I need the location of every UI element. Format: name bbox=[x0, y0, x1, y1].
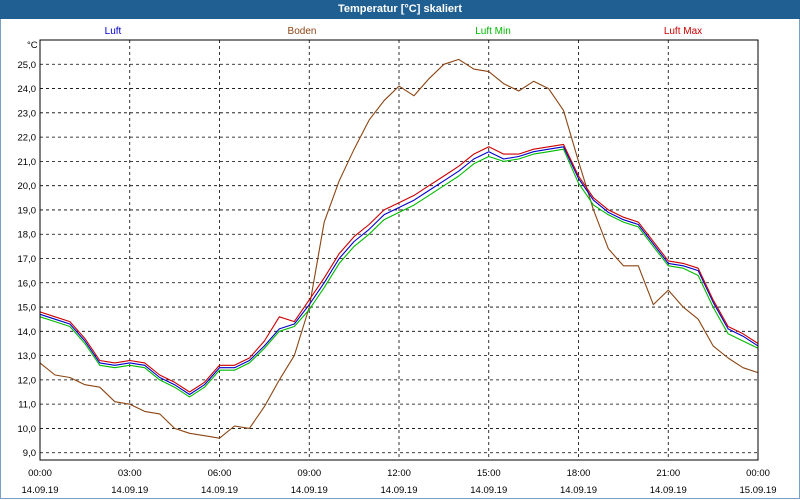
y-tick-label: 10,0 bbox=[18, 424, 37, 435]
y-tick-label: 9,0 bbox=[23, 448, 36, 459]
x-tick-date: 14.09.19 bbox=[470, 485, 507, 496]
grid bbox=[40, 40, 758, 460]
y-tick-label: 11,0 bbox=[18, 400, 36, 411]
x-tick-date: 14.09.19 bbox=[111, 485, 148, 496]
x-tick-date: 14.09.19 bbox=[201, 485, 238, 496]
legend-entry: Luft bbox=[105, 26, 122, 37]
y-tick-label: 20,0 bbox=[18, 181, 37, 192]
x-tick-time: 18:00 bbox=[567, 468, 591, 479]
y-tick-label: 22,0 bbox=[18, 133, 37, 144]
x-tick-date: 14.09.19 bbox=[22, 485, 59, 496]
x-tick-time: 12:00 bbox=[387, 468, 411, 479]
series-line-luft bbox=[39, 146, 759, 396]
x-tick-time: 00:00 bbox=[28, 468, 52, 479]
y-axis-unit: °C bbox=[27, 40, 38, 51]
y-tick-label: 17,0 bbox=[18, 254, 37, 265]
y-tick-label: 21,0 bbox=[18, 157, 37, 168]
y-tick-label: 24,0 bbox=[18, 84, 37, 95]
y-tick-label: 13,0 bbox=[18, 351, 37, 362]
x-tick-date: 14.09.19 bbox=[291, 485, 328, 496]
series-lines bbox=[39, 58, 759, 439]
x-tick-time: 06:00 bbox=[208, 468, 232, 479]
y-tick-label: 18,0 bbox=[18, 230, 37, 241]
series-line-boden bbox=[39, 58, 759, 439]
x-tick-date: 14.09.19 bbox=[650, 485, 687, 496]
plot-frame bbox=[39, 39, 759, 461]
x-tick-time: 15:00 bbox=[477, 468, 501, 479]
x-tick-time: 00:00 bbox=[746, 468, 770, 479]
x-tick-date: 14.09.19 bbox=[381, 485, 418, 496]
legend-entry: Boden bbox=[288, 26, 317, 37]
y-axis-ticks: 9,0 10,0 11,0 12,0 13,0 14,0 15,0 16,0 17,0 18,0 1… bbox=[18, 60, 37, 459]
series-line-luft-min bbox=[39, 148, 759, 398]
x-tick-time: 09:00 bbox=[297, 468, 321, 479]
window-title: Temperatur [°C] skaliert bbox=[0, 0, 800, 19]
y-tick-label: 14,0 bbox=[18, 327, 37, 338]
x-axis-ticks: 00:00 14.09.19 03:00 14.09.19 06:00 14.09.19 0… bbox=[22, 468, 777, 496]
x-tick-time: 03:00 bbox=[118, 468, 142, 479]
x-tick-date: 14.09.19 bbox=[560, 485, 597, 496]
legend: Luft Boden Luft Min Luft Max bbox=[105, 26, 703, 37]
y-tick-label: 15,0 bbox=[18, 303, 37, 314]
y-tick-label: 23,0 bbox=[18, 108, 37, 119]
x-tick-time: 21:00 bbox=[656, 468, 680, 479]
y-tick-label: 16,0 bbox=[18, 278, 37, 289]
x-tick-date: 15.09.19 bbox=[740, 485, 777, 496]
y-tick-label: 12,0 bbox=[18, 375, 37, 386]
series-line-luft-max bbox=[39, 143, 759, 393]
y-tick-label: 19,0 bbox=[18, 205, 37, 216]
legend-entry: Luft Max bbox=[664, 26, 702, 37]
legend-entry: Luft Min bbox=[475, 26, 511, 37]
y-tick-label: 25,0 bbox=[18, 60, 37, 71]
